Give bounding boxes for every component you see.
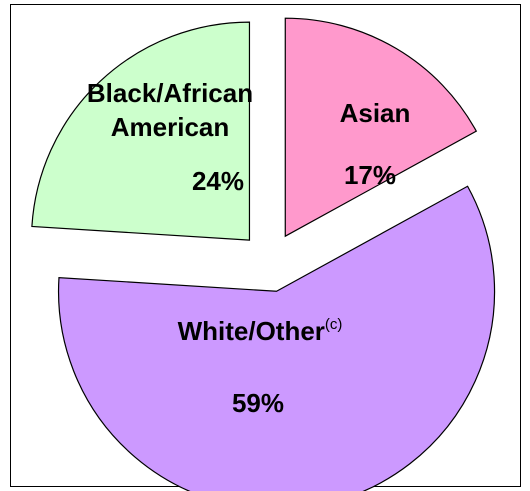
- slice-percent-label: 24%: [192, 166, 244, 196]
- slice-label-line: Asian: [340, 98, 411, 128]
- slice-percent-label: 17%: [344, 160, 396, 190]
- slice-label-line: American: [111, 112, 230, 142]
- slice-label-line: Black/African: [87, 78, 253, 108]
- pie-labels: Asian 17% White/Other(c) 59% Black/African Am…: [87, 78, 411, 418]
- slice-label: White/Other(c): [178, 316, 343, 346]
- slice-label: Asian: [340, 98, 411, 128]
- slice-label-footnote: (c): [325, 316, 343, 333]
- slice-label-line: White/Other: [178, 316, 325, 346]
- slice-label: Black/African American: [87, 78, 253, 142]
- pie-slice-white-other: [57, 185, 496, 491]
- pie-slices: [31, 17, 496, 491]
- pie-slice-black-african: [31, 21, 251, 241]
- pie-slice-asian: [284, 17, 478, 238]
- slice-percent-label: 59%: [232, 388, 284, 418]
